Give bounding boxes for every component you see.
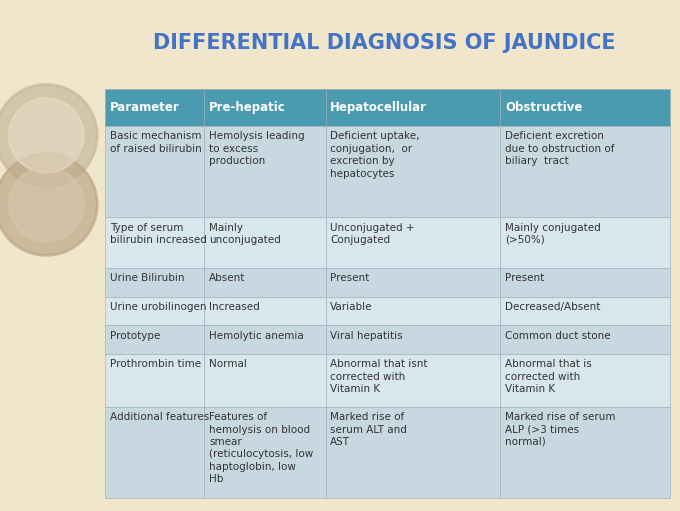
Text: Common duct stone: Common duct stone — [505, 331, 611, 340]
Text: Abnormal that is
corrected with
Vitamin K: Abnormal that is corrected with Vitamin … — [505, 359, 592, 394]
Text: Parameter: Parameter — [110, 101, 180, 114]
Text: Present: Present — [330, 273, 369, 283]
Text: Mainly
unconjugated: Mainly unconjugated — [209, 222, 281, 245]
Text: Hepatocellular: Hepatocellular — [330, 101, 427, 114]
Text: Viral hepatitis: Viral hepatitis — [330, 331, 403, 340]
Text: Type of serum
bilirubin increased: Type of serum bilirubin increased — [110, 222, 207, 245]
Text: Additional features: Additional features — [110, 412, 209, 422]
Text: Abnormal that isnt
corrected with
Vitamin K: Abnormal that isnt corrected with Vitami… — [330, 359, 428, 394]
Text: Absent: Absent — [209, 273, 245, 283]
Text: Deficient excretion
due to obstruction of
biliary  tract: Deficient excretion due to obstruction o… — [505, 131, 615, 166]
Text: Variable: Variable — [330, 301, 373, 312]
Text: Prothrombin time: Prothrombin time — [110, 359, 201, 369]
Text: Pre-hepatic: Pre-hepatic — [209, 101, 286, 114]
Text: Hemolysis leading
to excess
production: Hemolysis leading to excess production — [209, 131, 305, 166]
Text: Prototype: Prototype — [110, 331, 160, 340]
Text: Present: Present — [505, 273, 545, 283]
Text: Urine Bilirubin: Urine Bilirubin — [110, 273, 185, 283]
Text: Marked rise of serum
ALP (>3 times
normal): Marked rise of serum ALP (>3 times norma… — [505, 412, 616, 447]
Text: Mainly conjugated
(>50%): Mainly conjugated (>50%) — [505, 222, 601, 245]
Text: Decreased/Absent: Decreased/Absent — [505, 301, 600, 312]
Text: Urine urobilinogen: Urine urobilinogen — [110, 301, 207, 312]
Text: Features of
hemolysis on blood
smear
(reticulocytosis, low
haptoglobin, low
Hb: Features of hemolysis on blood smear (re… — [209, 412, 313, 484]
Text: Increased: Increased — [209, 301, 260, 312]
Text: Obstructive: Obstructive — [505, 101, 583, 114]
Text: Basic mechanism
of raised bilirubin: Basic mechanism of raised bilirubin — [110, 131, 202, 154]
Text: Hemolytic anemia: Hemolytic anemia — [209, 331, 304, 340]
Text: DIFFERENTIAL DIAGNOSIS OF JAUNDICE: DIFFERENTIAL DIAGNOSIS OF JAUNDICE — [153, 33, 615, 54]
Text: Marked rise of
serum ALT and
AST: Marked rise of serum ALT and AST — [330, 412, 407, 447]
Text: Normal: Normal — [209, 359, 247, 369]
Text: Deficient uptake,
conjugation,  or
excretion by
hepatocytes: Deficient uptake, conjugation, or excret… — [330, 131, 420, 178]
Text: Unconjugated +
Conjugated: Unconjugated + Conjugated — [330, 222, 415, 245]
